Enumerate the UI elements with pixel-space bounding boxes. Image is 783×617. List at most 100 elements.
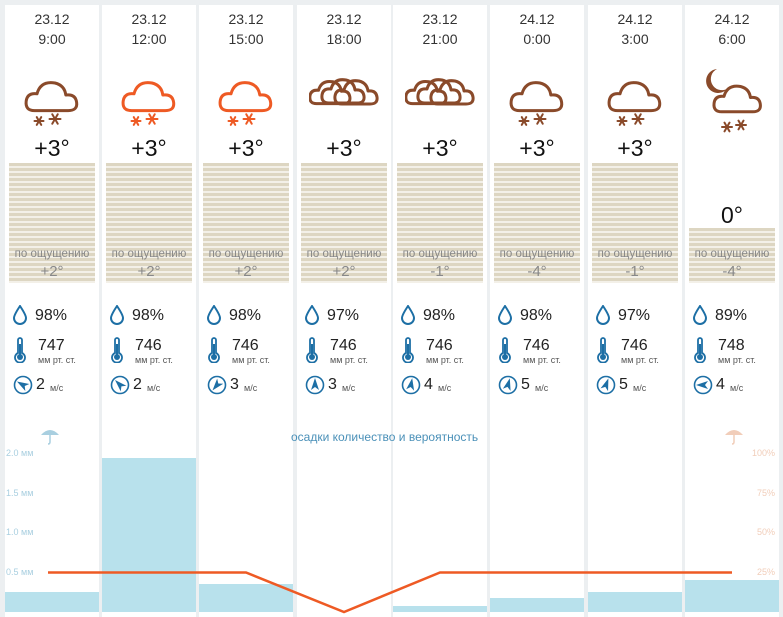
wind-row: 2 м/с	[13, 373, 99, 403]
forecast-time: 9:00	[38, 31, 66, 47]
forecast-column: 24.12 3:00 +3° по ощущению -1° 97% 746 мм рт. с…	[588, 5, 682, 617]
thermometer-icon	[306, 337, 318, 363]
cloud-snow-icon	[121, 81, 176, 126]
thermometer-icon	[597, 337, 609, 363]
temperature-bar	[689, 228, 775, 283]
feels-like-label: по ощущению	[499, 248, 575, 260]
wind-speed-unit: м/с	[535, 383, 549, 393]
humidity-row: 98%	[13, 303, 99, 333]
wind-speed-unit: м/с	[633, 383, 647, 393]
feels-like-label: по ощущению	[597, 248, 673, 260]
pressure-value: 746	[621, 337, 648, 354]
feels-like-label: по ощущению	[14, 248, 90, 260]
precip-bar	[199, 584, 293, 612]
wind-speed-unit: м/с	[147, 383, 161, 393]
forecast-column: 24.12 6:00 0° по ощущению -4° 89% 748 мм рт. ст…	[685, 5, 779, 617]
humidity-drop-icon	[110, 305, 124, 325]
cloud-snow-icon	[218, 81, 273, 126]
forecast-time: 12:00	[131, 31, 167, 47]
wind-speed-unit: м/с	[438, 383, 452, 393]
humidity-drop-icon	[401, 305, 415, 325]
wind-row: 4 м/с	[401, 373, 487, 403]
humidity-drop-icon	[13, 305, 27, 325]
probability-tick-label: 25%	[756, 566, 775, 577]
wind-speed-unit: м/с	[50, 383, 64, 393]
temperature-bar	[592, 163, 678, 283]
y-tick-label: 1.0 мм	[6, 527, 34, 537]
temperature-bar	[301, 163, 387, 283]
precip-bar	[490, 598, 584, 612]
feels-like-label: по ощущению	[306, 248, 382, 260]
wind-row: 5 м/с	[498, 373, 584, 403]
temperature-value: +3°	[34, 135, 70, 161]
pressure-row: 746 мм рт. ст.	[401, 337, 487, 367]
forecast-column: 23.12 21:00 +3° по ощущению -1° 98% 746 мм рт. …	[393, 5, 487, 617]
temperature-value: +3°	[131, 135, 167, 161]
feels-like-value: -4°	[527, 263, 547, 280]
forecast-column: 23.12 15:00 +3° по ощущению +2° 98% 746 мм рт. …	[199, 5, 293, 617]
humidity-drop-icon	[305, 305, 319, 325]
umbrella-icon	[41, 430, 59, 445]
pressure-unit: мм рт. ст.	[621, 355, 659, 365]
humidity-row: 98%	[401, 303, 487, 333]
forecast-time: 0:00	[523, 31, 551, 47]
pressure-unit: мм рт. ст.	[718, 355, 756, 365]
pressure-value: 747	[38, 337, 65, 354]
wind-direction-icon	[110, 375, 130, 395]
humidity-value: 97%	[327, 307, 360, 324]
y-tick-label: 2.0 мм	[6, 448, 34, 458]
precip-bar	[685, 580, 779, 612]
pressure-row: 746 мм рт. ст.	[207, 337, 293, 367]
humidity-value: 98%	[35, 307, 68, 324]
pressure-row: 747 мм рт. ст.	[13, 337, 99, 367]
wind-direction-icon	[207, 375, 227, 395]
cloud-snow-icon	[509, 81, 564, 126]
wind-direction-icon	[401, 375, 421, 395]
wind-speed-value: 3	[328, 376, 337, 393]
humidity-row: 97%	[596, 303, 682, 333]
y-tick-label: 1.5 мм	[6, 487, 34, 498]
temperature-value: +3°	[326, 135, 362, 161]
humidity-value: 98%	[132, 307, 165, 324]
feels-like-value: +2°	[234, 263, 258, 280]
temperature-bar	[494, 163, 580, 283]
humidity-drop-icon	[596, 305, 610, 325]
wind-row: 3 м/с	[305, 373, 391, 403]
temperature-value: +3°	[519, 135, 555, 161]
wind-speed-unit: м/с	[342, 383, 356, 393]
forecast-date: 24.12	[714, 11, 750, 27]
humidity-row: 98%	[498, 303, 584, 333]
feels-like-value: -4°	[722, 263, 742, 280]
forecast-time: 3:00	[621, 31, 649, 47]
wind-speed-value: 3	[230, 376, 239, 393]
wind-direction-icon	[596, 375, 616, 395]
temperature-bar	[106, 163, 192, 283]
pressure-value: 746	[330, 337, 357, 354]
feels-like-value: -1°	[625, 263, 645, 280]
y-tick-label: 0.5 мм	[6, 566, 34, 577]
temperature-value: +3°	[422, 135, 458, 161]
forecast-date: 23.12	[34, 11, 70, 27]
humidity-value: 98%	[423, 307, 456, 324]
thermometer-icon	[111, 337, 123, 363]
humidity-value: 98%	[229, 307, 262, 324]
wind-direction-icon	[498, 375, 518, 395]
pressure-row: 746 мм рт. ст.	[498, 337, 584, 367]
humidity-row: 97%	[305, 303, 391, 333]
feels-like-label: по ощущению	[694, 248, 770, 260]
humidity-row: 98%	[110, 303, 196, 333]
feels-like-value: +2°	[332, 263, 356, 280]
humidity-value: 98%	[520, 307, 553, 324]
wind-direction-icon	[13, 375, 33, 395]
temperature-value: +3°	[617, 135, 653, 161]
cloudy-icon	[309, 78, 379, 106]
humidity-row: 89%	[693, 303, 779, 333]
forecast-date: 23.12	[131, 11, 167, 27]
forecast-time: 18:00	[326, 31, 362, 47]
wind-speed-value: 2	[36, 376, 45, 393]
wind-speed-value: 4	[424, 376, 433, 393]
precip-bar	[588, 592, 682, 612]
pressure-unit: мм рт. ст.	[426, 355, 464, 365]
forecast-column: 23.12 18:00 +3° по ощущению +2° 97% 746 мм рт. …	[297, 5, 391, 617]
